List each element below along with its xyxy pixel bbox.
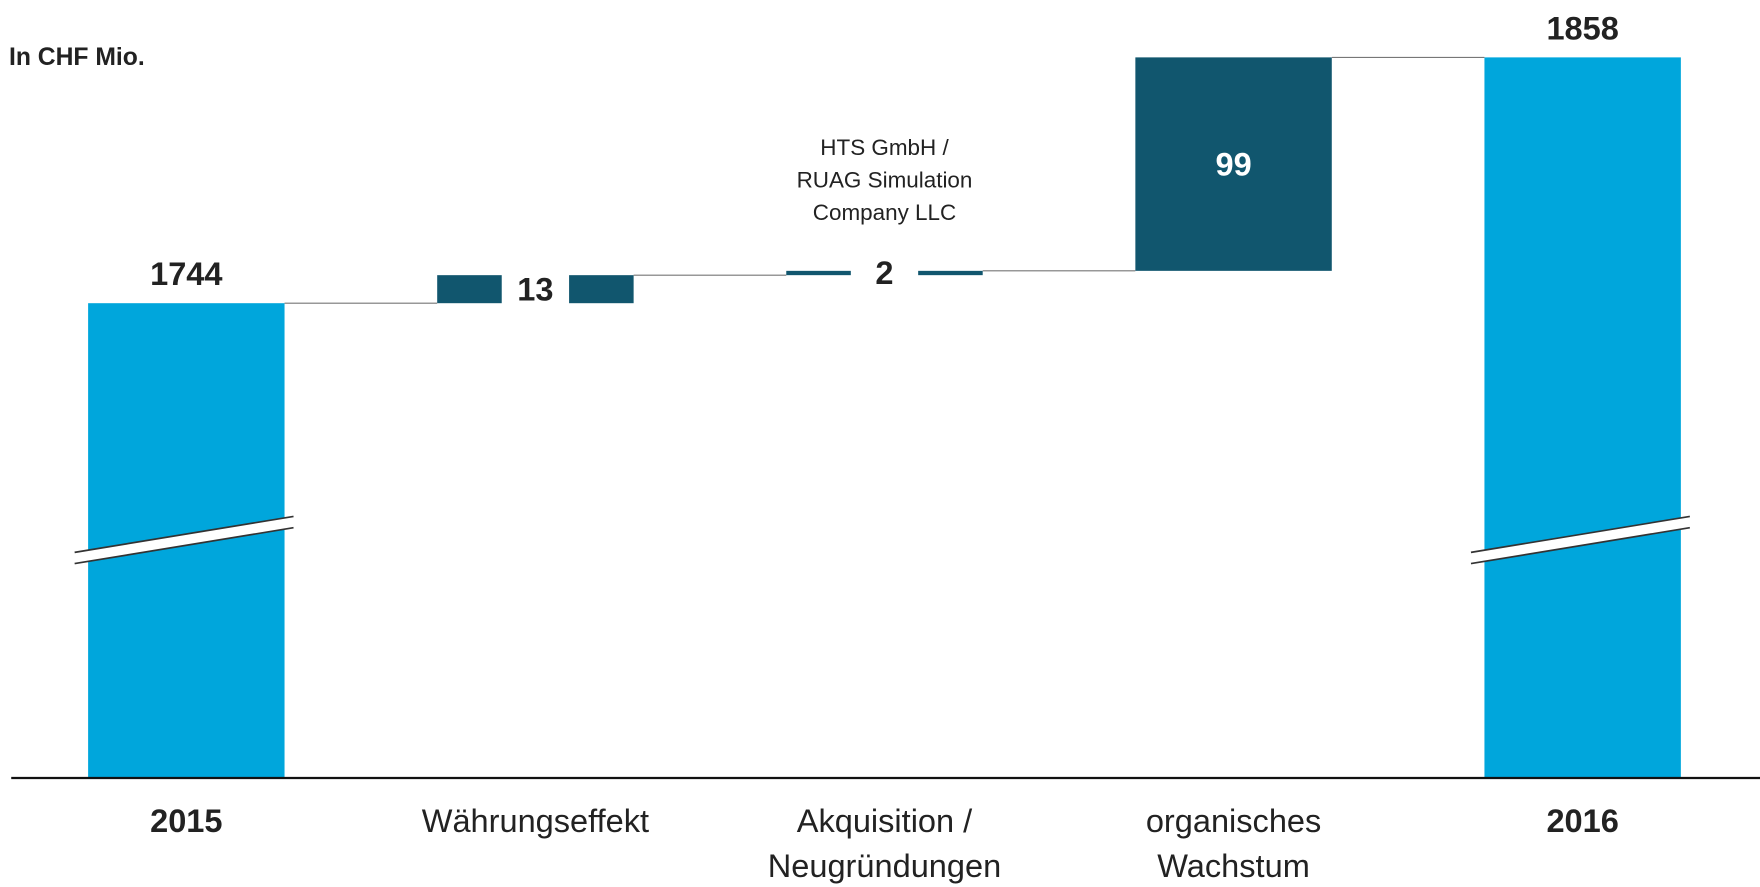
x-tick-label: Akquisition / Neugründungen: [768, 803, 1001, 884]
value-label: 13: [517, 271, 553, 307]
break-gap: [1470, 516, 1690, 564]
annotation: HTS GmbH / RUAG Simulation Company LLC: [797, 135, 973, 225]
label-gap: [850, 250, 919, 296]
label-gap: [501, 266, 570, 312]
bar: [1484, 57, 1681, 778]
x-tick-label: 2015: [150, 803, 222, 839]
break-gap: [74, 516, 294, 564]
value-label: 1858: [1546, 10, 1618, 46]
bar: [1135, 57, 1332, 271]
value-label: 99: [1215, 146, 1251, 182]
break-line: [74, 526, 294, 565]
value-label: 2: [875, 255, 893, 291]
break-line: [1470, 515, 1690, 554]
subtitle: In CHF Mio.: [9, 44, 145, 71]
x-tick-label: 2016: [1546, 803, 1618, 839]
x-tick-label: organisches Wachstum: [1146, 803, 1322, 884]
value-label: 1744: [150, 256, 222, 292]
x-tick-label: Währungseffekt: [422, 803, 649, 839]
break-line: [1470, 526, 1690, 565]
axis-break: [74, 515, 294, 565]
break-line: [74, 515, 294, 554]
axis-break: [1470, 515, 1690, 565]
